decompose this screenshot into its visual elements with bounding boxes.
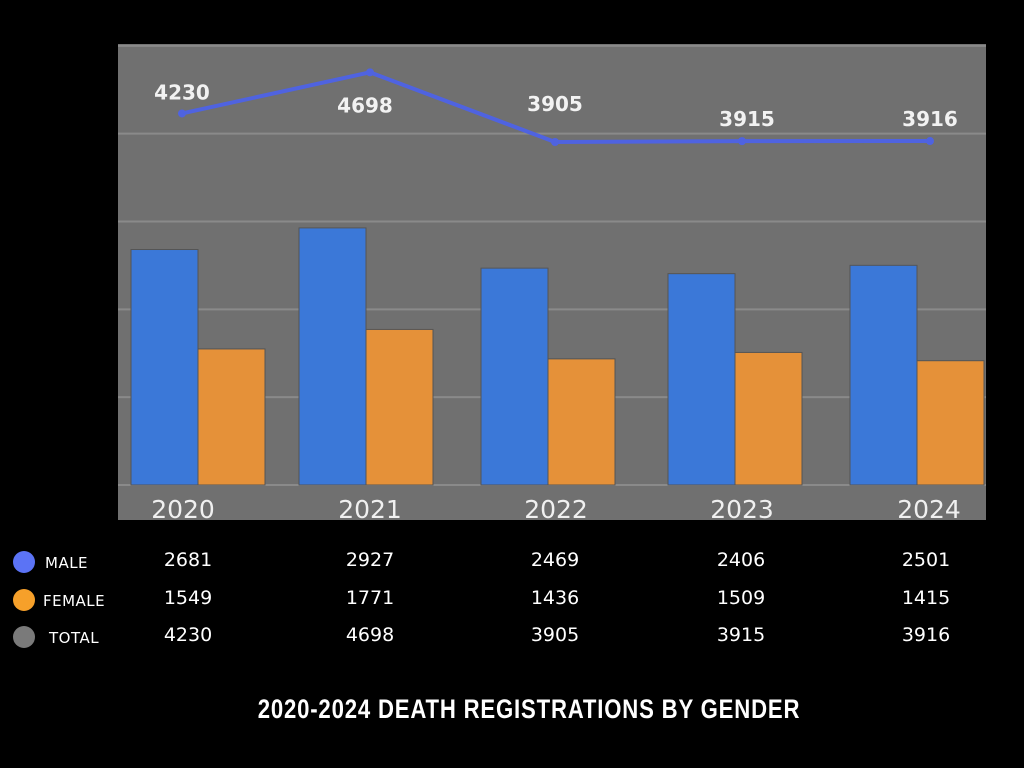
total-point-2023 xyxy=(738,137,746,146)
total-point-2020 xyxy=(178,109,186,118)
x-tick-label: 2024 xyxy=(897,495,961,524)
x-tick-label: 2023 xyxy=(710,495,774,524)
data-label: 4230 xyxy=(154,80,210,104)
table-cell: 2469 xyxy=(530,549,580,571)
chart-title: 2020-2024 DEATH REGISTRATIONS BY GENDER xyxy=(257,694,801,724)
total-point-2021 xyxy=(366,68,374,77)
table-cell: 1509 xyxy=(716,587,766,609)
table-cell: 3905 xyxy=(530,624,580,646)
table-cell: 1436 xyxy=(530,587,580,609)
table-cell: 2406 xyxy=(716,549,766,571)
bar-female-2023 xyxy=(734,351,803,486)
bar-male-2023 xyxy=(667,273,736,486)
x-tick-label: 2022 xyxy=(524,495,588,524)
x-tick-label: 2020 xyxy=(151,495,215,524)
legend-row-male: MALE 2681 2927 2469 2406 2501 xyxy=(0,547,1024,577)
bar-female-2024 xyxy=(916,360,985,486)
x-tick-label: 2021 xyxy=(338,495,402,524)
data-label: 4698 xyxy=(337,93,393,117)
bar-male-2024 xyxy=(849,264,918,486)
bar-male-2022 xyxy=(480,267,549,486)
table-cell: 2681 xyxy=(163,549,213,571)
table-cell: 4698 xyxy=(345,624,395,646)
legend-swatch-icon xyxy=(13,589,35,611)
legend-label: MALE xyxy=(45,554,89,572)
bar-male-2020 xyxy=(130,249,199,486)
data-label: 3915 xyxy=(719,107,775,131)
table-cell: 3915 xyxy=(716,624,766,646)
table-cell: 1771 xyxy=(345,587,395,609)
table-cell: 2501 xyxy=(901,549,951,571)
bar-female-2020 xyxy=(197,348,266,486)
table-cell: 1549 xyxy=(163,587,213,609)
total-point-2022 xyxy=(551,137,559,146)
table-cell: 1415 xyxy=(901,587,951,609)
legend-row-female: FEMALE 1549 1771 1436 1509 1415 xyxy=(0,585,1024,615)
bar-female-2022 xyxy=(547,358,616,486)
bar-female-2021 xyxy=(365,328,434,486)
data-label: 3916 xyxy=(902,107,958,131)
table-cell: 2927 xyxy=(345,549,395,571)
legend-swatch-icon xyxy=(13,626,35,648)
chart: 2020 2021 2022 2023 2024 4230 4698 3905 3915 3916 xyxy=(118,44,986,524)
table-cell: 3916 xyxy=(901,624,951,646)
legend-label: FEMALE xyxy=(43,592,106,610)
data-label: 3905 xyxy=(527,92,583,116)
table-cell: 4230 xyxy=(163,624,213,646)
legend-swatch-icon xyxy=(13,551,35,573)
legend-label: TOTAL xyxy=(49,629,100,647)
legend-row-total: TOTAL 4230 4698 3905 3915 3916 xyxy=(0,622,1024,652)
total-point-2024 xyxy=(926,137,934,146)
bar-male-2021 xyxy=(298,227,367,486)
